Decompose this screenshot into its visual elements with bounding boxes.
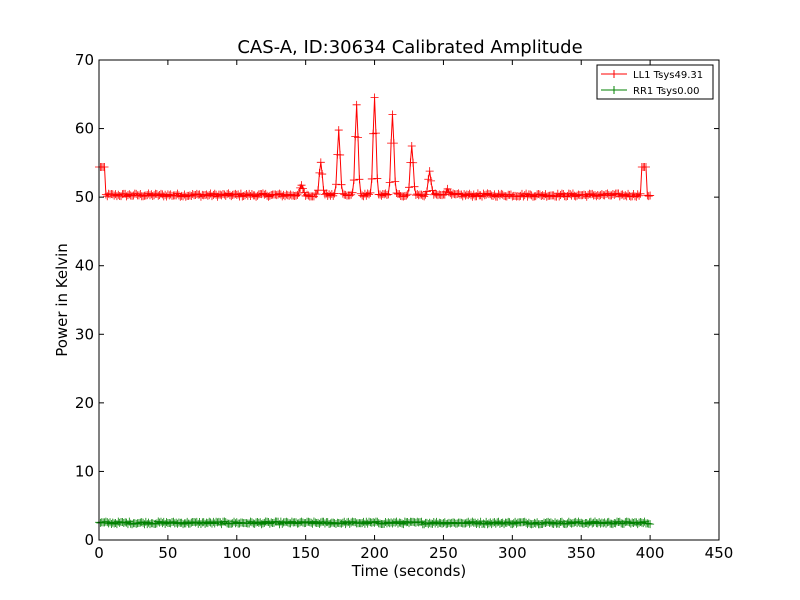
y-tick-label: 20 — [75, 394, 94, 412]
y-tick-label: 60 — [75, 120, 94, 138]
y-tick-label: 40 — [75, 257, 94, 275]
x-tick-label: 350 — [567, 544, 596, 562]
series-0 — [95, 93, 655, 201]
x-tick-label: 200 — [360, 544, 389, 562]
y-tick-label: 0 — [84, 531, 94, 549]
series-1 — [95, 517, 655, 529]
legend-label: LL1 Tsys49.31 — [633, 70, 703, 81]
legend-item: LL1 Tsys49.31 — [601, 70, 703, 81]
x-tick-label: 100 — [222, 544, 251, 562]
y-tick-label: 10 — [75, 462, 94, 480]
series-layer — [95, 93, 655, 529]
legend-marker-icon — [610, 70, 618, 78]
y-tick-label: 70 — [75, 51, 94, 69]
y-tick-label: 50 — [75, 188, 94, 206]
legend-marker-icon — [610, 86, 618, 94]
legend-item: RR1 Tsys0.00 — [601, 86, 700, 97]
tick-layer: 0 50 100 150 200 250 300 350 400 450 0 10 20 30 40 50 60… — [75, 51, 733, 562]
x-tick-label: 0 — [94, 544, 104, 562]
x-axis-label: Time (seconds) — [351, 562, 467, 580]
chart-title: CAS-A, ID:30634 Calibrated Amplitude — [237, 37, 582, 58]
x-tick-label: 300 — [498, 544, 527, 562]
legend-frame — [596, 64, 714, 100]
plot-frame — [98, 59, 720, 541]
x-tick-label: 50 — [158, 544, 177, 562]
legend: LL1 Tsys49.31 RR1 Tsys0.00 — [596, 64, 714, 100]
x-tick-label: 450 — [705, 544, 734, 562]
x-tick-label: 150 — [291, 544, 320, 562]
x-tick-label: 400 — [636, 544, 665, 562]
legend-label: RR1 Tsys0.00 — [633, 86, 700, 97]
y-tick-label: 30 — [75, 325, 94, 343]
series-line — [99, 97, 651, 198]
y-axis-label: Power in Kelvin — [53, 243, 71, 357]
series-markers — [95, 517, 655, 529]
x-tick-label: 250 — [429, 544, 458, 562]
